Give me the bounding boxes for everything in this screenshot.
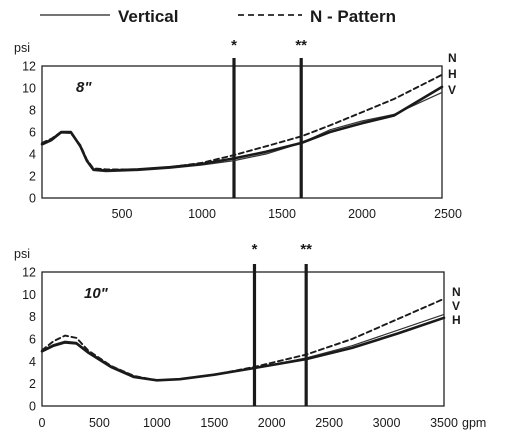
chart-8-end-label-h: H — [448, 67, 457, 81]
chart-8-y-tick-label: 8 — [29, 104, 36, 118]
chart-8-x-tick-label: 2000 — [348, 207, 376, 221]
chart-10-marker-label: ** — [300, 241, 312, 258]
chart-10-x-tick-label: 1000 — [143, 416, 171, 430]
chart-10-x-tick-label: 500 — [89, 416, 110, 430]
chart-8-series-h-line — [40, 85, 444, 172]
legend: Vertical N - Pattern — [40, 7, 396, 26]
chart-8-ylabel: psi — [14, 41, 30, 55]
chart-10-y-ticks: 0 2 4 6 8 10 12 — [22, 266, 36, 414]
chart-10-y-tick-label: 6 — [29, 333, 36, 347]
chart-8-size-label: 8" — [76, 79, 92, 96]
chart-10-end-label-n: N — [452, 285, 461, 299]
chart-10-size-label: 10" — [84, 285, 109, 302]
chart-10-series-h-line — [40, 316, 446, 382]
chart-10-end-label-h: H — [452, 313, 461, 327]
chart-10-y-tick-label: 4 — [29, 355, 36, 369]
chart-10-ylabel: psi — [14, 247, 30, 261]
chart-10-x-tick-label: 3500 — [430, 416, 458, 430]
chart-10-y-tick-label: 12 — [22, 266, 36, 280]
chart-8-y-tick-label: 10 — [22, 82, 36, 96]
chart-10-x-tick-label: 3000 — [373, 416, 401, 430]
chart-8-series — [40, 73, 444, 173]
chart-10-y-tick-label: 2 — [29, 377, 36, 391]
chart-8-y-tick-label: 0 — [29, 192, 36, 206]
chart-8-y-tick-label: 6 — [29, 126, 36, 140]
chart-10-series-n-line — [41, 297, 445, 382]
chart-10-series — [40, 297, 446, 382]
chart-10-x-tick-label: 2500 — [315, 416, 343, 430]
chart-10-markers: * ** — [252, 241, 312, 406]
chart-8-x-tick-label: 500 — [112, 207, 133, 221]
chart-8-x-ticks: 500 1000 1500 2000 2500 — [112, 207, 462, 221]
chart-8-marker-label: ** — [295, 37, 307, 54]
chart-8-y-tick-label: 2 — [29, 170, 36, 184]
chart-10-end-label-v: V — [452, 299, 460, 313]
chart-8-series-v-line — [41, 91, 443, 173]
chart-10-plot-frame — [41, 271, 445, 407]
chart-8-y-tick-label: 4 — [29, 148, 36, 162]
chart-10-inch: psi 10" gpm 0 2 4 6 8 10 12 0 500 1000 1500 2000 25… — [14, 241, 486, 430]
legend-npattern-label: N - Pattern — [310, 7, 396, 26]
chart-10-y-tick-label: 8 — [29, 310, 36, 324]
chart-8-plot-frame — [41, 65, 443, 199]
legend-vertical-label: Vertical — [118, 7, 179, 26]
chart-10-y-tick-label: 10 — [22, 288, 36, 302]
chart-8-x-tick-label: 1000 — [188, 207, 216, 221]
chart-10-x-tick-label: 2000 — [258, 416, 286, 430]
chart-8-end-label-v: V — [448, 83, 456, 97]
chart-10-marker-label: * — [252, 241, 258, 258]
chart-10-xlabel: gpm — [462, 416, 486, 430]
chart-8-y-tick-label: 12 — [22, 60, 36, 74]
chart-8-series-n-line — [41, 73, 443, 171]
chart-8-marker-label: * — [231, 37, 237, 54]
chart-8-end-labels: NHV — [448, 51, 457, 97]
chart-10-y-tick-label: 0 — [29, 400, 36, 414]
chart-10-x-tick-label: 0 — [39, 416, 46, 430]
chart-10-end-labels: NVH — [452, 285, 461, 327]
chart-10-x-ticks: 0 500 1000 1500 2000 2500 3000 3500 — [39, 416, 458, 430]
chart-8-x-tick-label: 1500 — [268, 207, 296, 221]
chart-10-x-tick-label: 1500 — [200, 416, 228, 430]
chart-8-x-tick-label: 2500 — [434, 207, 462, 221]
chart-8-y-ticks: 0 2 4 6 8 10 12 — [22, 60, 36, 206]
chart-8-end-label-n: N — [448, 51, 457, 65]
chart-8-markers: * ** — [231, 37, 307, 198]
